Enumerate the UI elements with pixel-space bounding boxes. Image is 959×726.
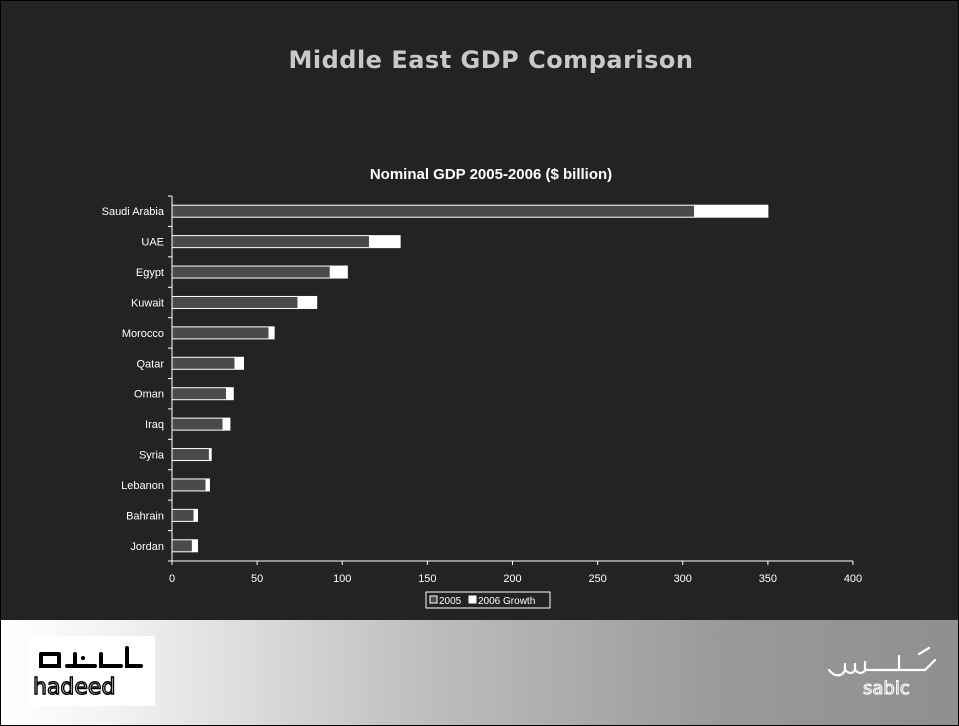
bar-2005 bbox=[171, 387, 227, 401]
category-label: Iraq bbox=[145, 419, 164, 431]
bar-2006-growth bbox=[694, 204, 769, 218]
bar-2006-growth bbox=[329, 265, 348, 279]
bar-2005 bbox=[171, 356, 236, 370]
x-tick-label: 350 bbox=[759, 573, 777, 585]
bar-2005 bbox=[171, 478, 207, 492]
gdp-bar-chart: Nominal GDP 2005-2006 ($ billion) Saudi … bbox=[102, 166, 862, 609]
bar-2005 bbox=[171, 539, 193, 553]
bar-2006-growth bbox=[222, 417, 231, 431]
category-label: Bahrain bbox=[126, 510, 164, 522]
axes-group: Saudi Arabia UAE Egypt Kuwait Morocco Qatar Om… bbox=[102, 195, 862, 585]
bar-2006-growth bbox=[368, 235, 401, 249]
category-label: UAE bbox=[141, 237, 164, 249]
x-tick-label: 150 bbox=[418, 573, 436, 585]
bar-2005 bbox=[171, 295, 299, 309]
legend-label-2006-growth: 2006 Growth bbox=[478, 596, 535, 607]
bar-2006-growth bbox=[208, 448, 212, 462]
bar-2005 bbox=[171, 326, 270, 340]
bar-2006-growth bbox=[191, 539, 199, 553]
chart-title: Nominal GDP 2005-2006 ($ billion) bbox=[370, 166, 612, 183]
bar-2006-growth bbox=[234, 356, 245, 370]
legend: 2005 2006 Growth bbox=[425, 591, 551, 609]
category-label: Jordan bbox=[130, 541, 164, 553]
category-label: Saudi Arabia bbox=[102, 206, 165, 218]
footer-band: hadeed sabic bbox=[1, 620, 958, 725]
x-tick-label: 0 bbox=[169, 573, 175, 585]
category-label: Lebanon bbox=[121, 480, 164, 492]
bar-2006-growth bbox=[205, 478, 210, 492]
bar-2005 bbox=[171, 204, 696, 218]
category-label: Syria bbox=[139, 450, 165, 462]
x-tick-label: 400 bbox=[844, 573, 862, 585]
legend-label-2005: 2005 bbox=[439, 596, 462, 607]
bar-2006-growth bbox=[297, 295, 318, 309]
x-tick-label: 50 bbox=[251, 573, 263, 585]
x-tick-label: 200 bbox=[503, 573, 521, 585]
x-tick-label: 100 bbox=[333, 573, 351, 585]
legend-swatch-2006-growth bbox=[468, 595, 477, 604]
legend-box bbox=[425, 591, 551, 609]
x-tick-label: 300 bbox=[674, 573, 692, 585]
category-label: Egypt bbox=[136, 267, 164, 279]
category-label: Morocco bbox=[122, 328, 164, 340]
bar-2005 bbox=[171, 265, 331, 279]
slide-title: Middle East GDP Comparison bbox=[288, 46, 694, 74]
svg-text:sabic: sabic bbox=[863, 678, 910, 699]
category-label: Kuwait bbox=[131, 297, 164, 309]
sabic-logo: sabic bbox=[819, 642, 947, 704]
x-tick-label: 250 bbox=[588, 573, 606, 585]
hadeed-logo: hadeed bbox=[27, 636, 155, 706]
bars-group bbox=[171, 204, 769, 553]
bar-2006-growth bbox=[225, 387, 234, 401]
bar-2006-growth bbox=[193, 508, 199, 522]
bar-2005 bbox=[171, 508, 195, 522]
legend-swatch-2005 bbox=[429, 595, 438, 604]
svg-text:hadeed: hadeed bbox=[33, 675, 115, 700]
bar-2006-growth bbox=[268, 326, 275, 340]
bar-2005 bbox=[171, 448, 210, 462]
bar-2005 bbox=[171, 417, 224, 431]
category-label: Qatar bbox=[136, 358, 164, 370]
category-label: Oman bbox=[134, 389, 164, 401]
bar-2005 bbox=[171, 235, 370, 249]
